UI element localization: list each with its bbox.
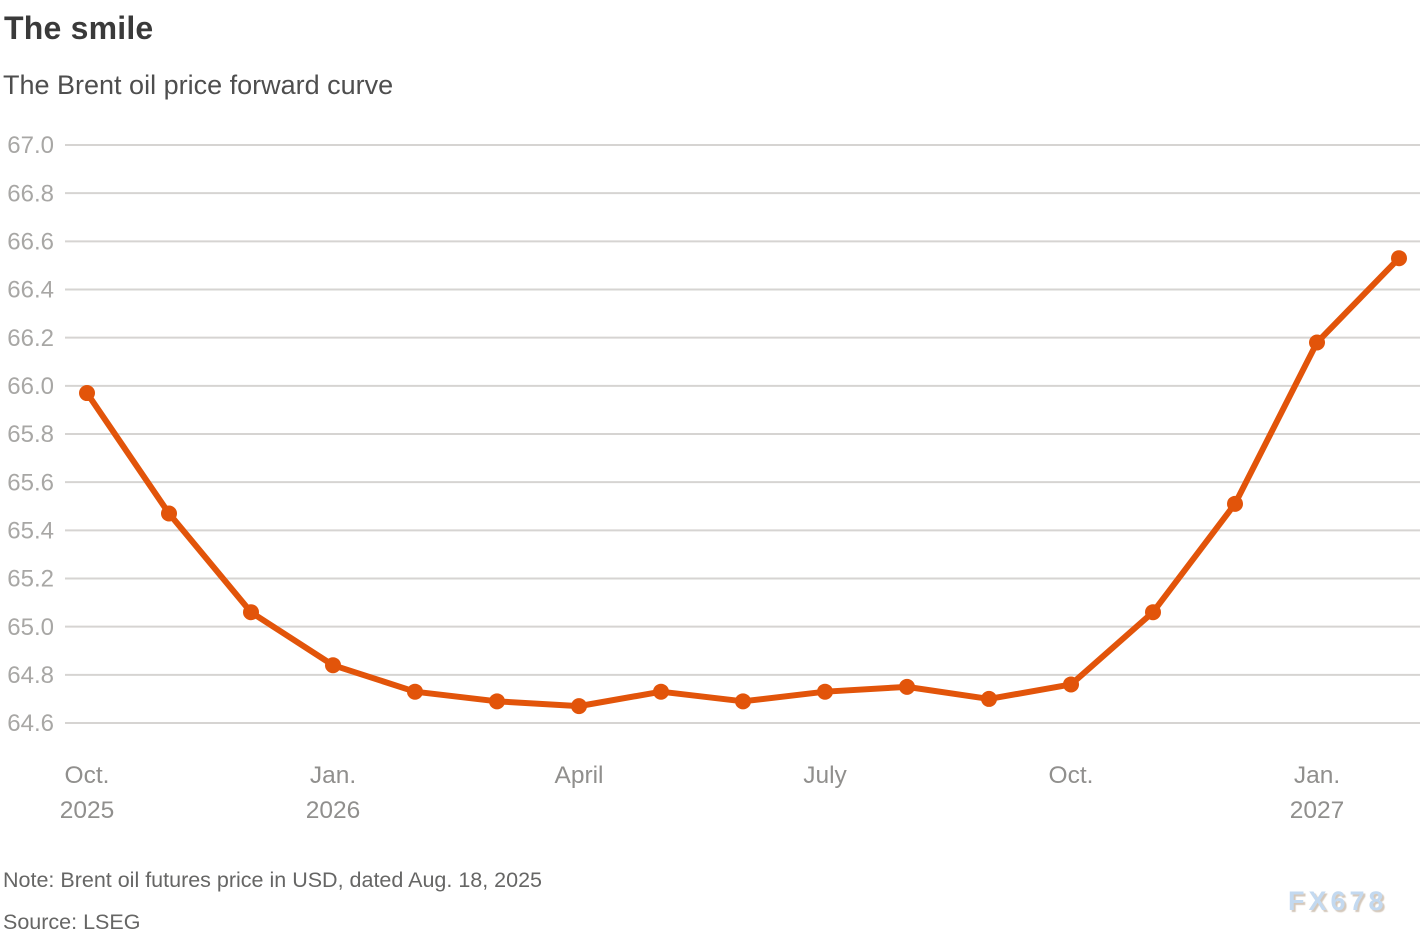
y-tick-label: 66.8 bbox=[7, 180, 54, 207]
x-tick-label-year: 2027 bbox=[1290, 797, 1345, 824]
data-point bbox=[325, 657, 341, 674]
data-point bbox=[79, 385, 95, 402]
data-point bbox=[243, 604, 259, 621]
x-tick-label-year: 2025 bbox=[60, 797, 115, 824]
y-tick-label: 66.6 bbox=[7, 228, 54, 255]
x-tick-label: Oct. bbox=[1049, 762, 1094, 789]
data-point bbox=[161, 505, 177, 522]
chart-title: The smile bbox=[4, 10, 154, 46]
chart-source: Source: LSEG bbox=[3, 910, 141, 934]
data-point bbox=[653, 683, 669, 700]
data-point bbox=[1309, 334, 1325, 351]
y-tick-label: 64.8 bbox=[7, 662, 54, 689]
data-point bbox=[407, 683, 423, 700]
data-point bbox=[489, 693, 505, 710]
y-tick-label: 65.0 bbox=[7, 614, 54, 641]
x-tick-label: Oct. bbox=[65, 762, 110, 789]
y-tick-label: 65.2 bbox=[7, 566, 54, 593]
y-tick-label: 65.6 bbox=[7, 469, 54, 496]
data-point bbox=[981, 690, 997, 707]
y-tick-label: 65.4 bbox=[7, 517, 54, 544]
data-point bbox=[1391, 250, 1407, 267]
x-tick-label: Jan. bbox=[1294, 762, 1340, 789]
x-tick-label: Jan. bbox=[310, 762, 356, 789]
data-point bbox=[1227, 495, 1243, 512]
line-chart: 67.0 66.8 66.6 66.4 66.2 66.0 65.8 65.6 65.4 65.2… bbox=[7, 132, 1420, 824]
x-tick-label-year: 2026 bbox=[306, 797, 361, 824]
data-point bbox=[899, 678, 915, 695]
data-point bbox=[571, 698, 587, 715]
x-tick-label: July bbox=[803, 762, 847, 789]
y-tick-label: 67.0 bbox=[7, 132, 54, 159]
y-tick-label: 64.6 bbox=[7, 710, 54, 737]
chart-subtitle: The Brent oil price forward curve bbox=[3, 70, 394, 100]
y-tick-label: 66.4 bbox=[7, 277, 54, 304]
y-tick-label: 66.0 bbox=[7, 373, 54, 400]
watermark: FX678 bbox=[1288, 886, 1388, 916]
chart-note: Note: Brent oil futures price in USD, da… bbox=[3, 868, 543, 892]
data-point bbox=[817, 683, 833, 700]
x-tick-label: April bbox=[554, 762, 603, 789]
data-point bbox=[1145, 604, 1161, 621]
y-tick-label: 65.8 bbox=[7, 421, 54, 448]
data-point bbox=[735, 693, 751, 710]
y-tick-label: 66.2 bbox=[7, 325, 54, 352]
data-point bbox=[1063, 676, 1079, 693]
